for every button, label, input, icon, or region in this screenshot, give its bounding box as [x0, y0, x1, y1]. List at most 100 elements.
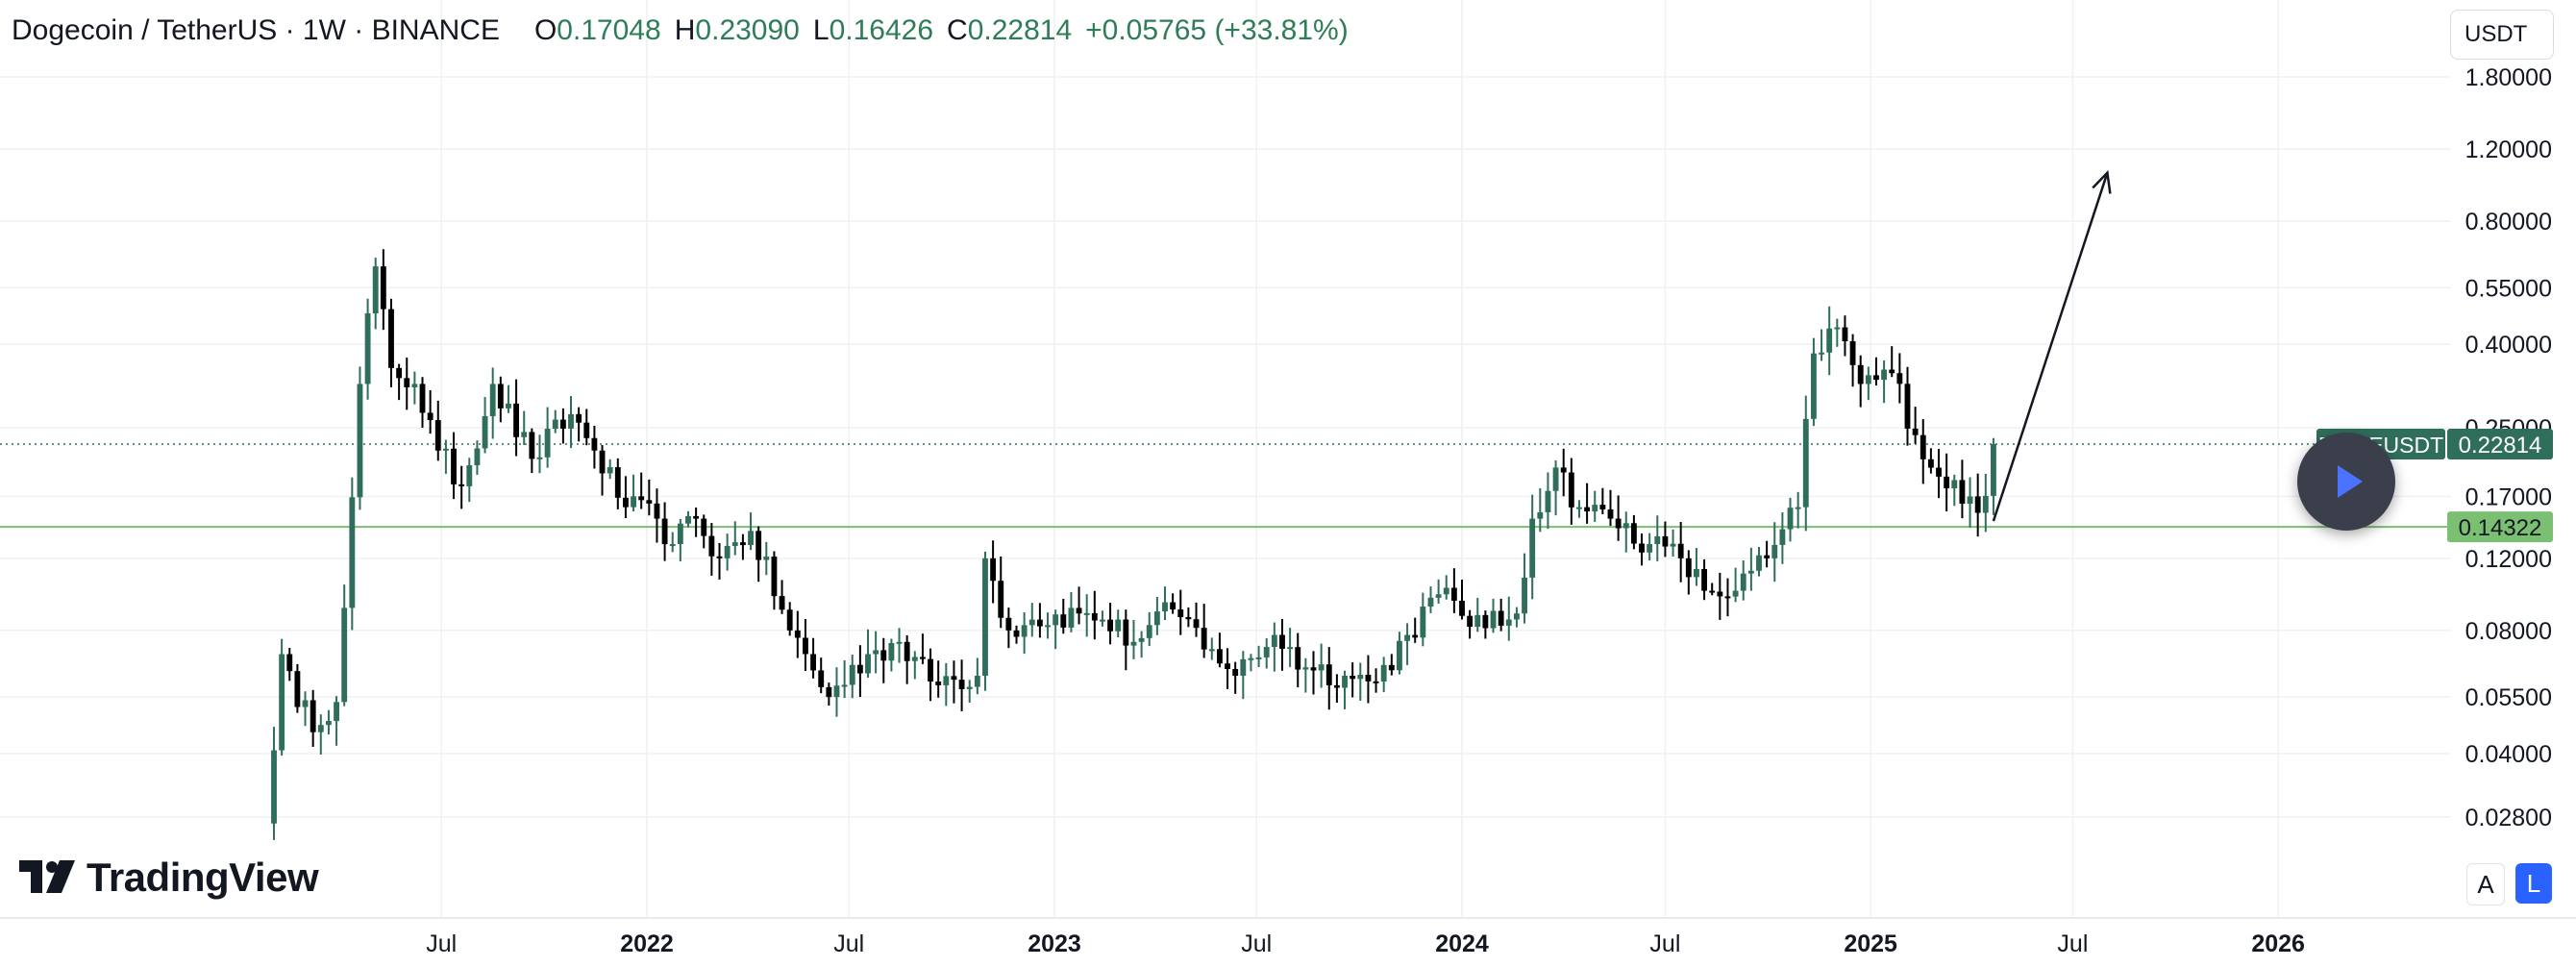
- y-tick-label: 0.17000: [2465, 484, 2552, 510]
- candle-body: [442, 448, 449, 451]
- auto-scale-button[interactable]: A: [2466, 863, 2505, 905]
- candle-body: [841, 684, 848, 687]
- candle-body: [1787, 508, 1794, 530]
- candle-body: [849, 664, 855, 685]
- candle-body: [856, 664, 863, 674]
- candle-body: [1091, 612, 1098, 621]
- candle-body: [411, 384, 418, 387]
- candle-body: [716, 556, 723, 558]
- x-tick-label: 2025: [1844, 930, 1897, 957]
- candle-body: [1185, 616, 1192, 620]
- candle-body: [271, 750, 277, 824]
- candle-body: [669, 544, 676, 547]
- candle-body: [1654, 535, 1661, 545]
- candle-body: [372, 266, 379, 314]
- support-line-group: [0, 443, 2451, 529]
- candle-body: [1810, 353, 1817, 419]
- candle-body: [1639, 543, 1645, 553]
- candle-body: [1865, 375, 1871, 384]
- candle-body: [888, 642, 895, 661]
- candle-body: [489, 384, 496, 416]
- candle-body: [1936, 467, 1942, 477]
- tradingview-logo[interactable]: TradingView: [17, 854, 319, 902]
- candle-body: [1208, 649, 1215, 652]
- candle-body: [1857, 364, 1864, 384]
- candle-body: [1584, 507, 1591, 512]
- tradingview-logo-icon: [19, 860, 75, 893]
- candle-body: [1357, 674, 1364, 680]
- candle-body: [1123, 619, 1129, 646]
- time-axis[interactable]: Jul 2022 Jul 2023 Jul 2024 Jul 2025 Jul 2026: [426, 930, 2305, 957]
- candle-body: [1295, 647, 1301, 670]
- currency-button[interactable]: USDT: [2450, 10, 2554, 60]
- candle-body: [1404, 634, 1411, 641]
- x-tick-label: 2023: [1028, 930, 1081, 957]
- candle-body: [1912, 428, 1919, 435]
- candle-body: [1529, 518, 1536, 578]
- candle-body: [1490, 610, 1497, 629]
- candles: [271, 249, 1996, 840]
- candle-body: [1724, 596, 1731, 599]
- candle-body: [1365, 674, 1372, 682]
- candle-body: [755, 531, 762, 560]
- candle-body: [552, 419, 558, 430]
- candle-body: [326, 721, 332, 726]
- candle-body: [1240, 658, 1247, 676]
- candle-body: [865, 654, 871, 674]
- candle-body: [1607, 508, 1614, 519]
- candle-body: [388, 309, 394, 368]
- candle-body: [614, 467, 621, 498]
- symbol-title[interactable]: Dogecoin / TetherUS · 1W · BINANCE: [12, 14, 500, 46]
- candle-body: [810, 654, 817, 671]
- candle-body: [873, 650, 879, 655]
- candle-body: [966, 686, 973, 689]
- candle-body: [1459, 600, 1465, 616]
- support-tag-label: 0.14322: [2459, 515, 2542, 541]
- candle-body: [1747, 570, 1754, 574]
- candle-body: [919, 657, 926, 659]
- candle-body: [1896, 373, 1903, 384]
- candle-body: [357, 384, 363, 498]
- candle-body: [1599, 505, 1606, 509]
- candle-body: [1740, 573, 1746, 591]
- high-value: 0.23090: [695, 14, 800, 46]
- candle-body: [1397, 640, 1402, 671]
- candle-body: [693, 515, 700, 519]
- candle-body: [1412, 634, 1419, 638]
- candle-body: [771, 557, 778, 597]
- candle-body: [1201, 628, 1207, 650]
- candle-body: [928, 658, 933, 682]
- candle-body: [982, 558, 988, 676]
- log-scale-button[interactable]: L: [2515, 863, 2552, 904]
- y-tick-label: 0.12000: [2465, 546, 2552, 573]
- candle-body: [1045, 625, 1051, 628]
- candle-body: [536, 457, 543, 459]
- candle-body: [1771, 544, 1778, 558]
- candle-body: [396, 367, 403, 379]
- candle-body: [1732, 590, 1739, 597]
- candle-body: [1513, 613, 1520, 620]
- candle-body: [1225, 663, 1230, 670]
- candle-body: [576, 413, 582, 423]
- candle-body: [1927, 459, 1934, 468]
- candle-body: [1100, 619, 1105, 622]
- candle-body: [1076, 607, 1082, 614]
- candle-body: [1036, 619, 1043, 627]
- candle-body: [1138, 637, 1145, 642]
- candle-body: [559, 419, 566, 429]
- candle-body: [1576, 507, 1582, 509]
- change-value: +0.05765 (+33.81%): [1085, 14, 1349, 46]
- candle-body: [1482, 614, 1489, 629]
- candle-body: [998, 581, 1004, 618]
- open-value: 0.17048: [557, 14, 661, 46]
- candle-body: [1177, 609, 1184, 617]
- y-tick-label: 0.40000: [2465, 332, 2552, 359]
- candle-body: [568, 413, 574, 429]
- candle-body: [701, 518, 707, 536]
- candle-body: [1764, 555, 1771, 558]
- candle-body: [786, 609, 793, 631]
- play-icon: [2338, 465, 2363, 498]
- play-button[interactable]: [2297, 433, 2395, 531]
